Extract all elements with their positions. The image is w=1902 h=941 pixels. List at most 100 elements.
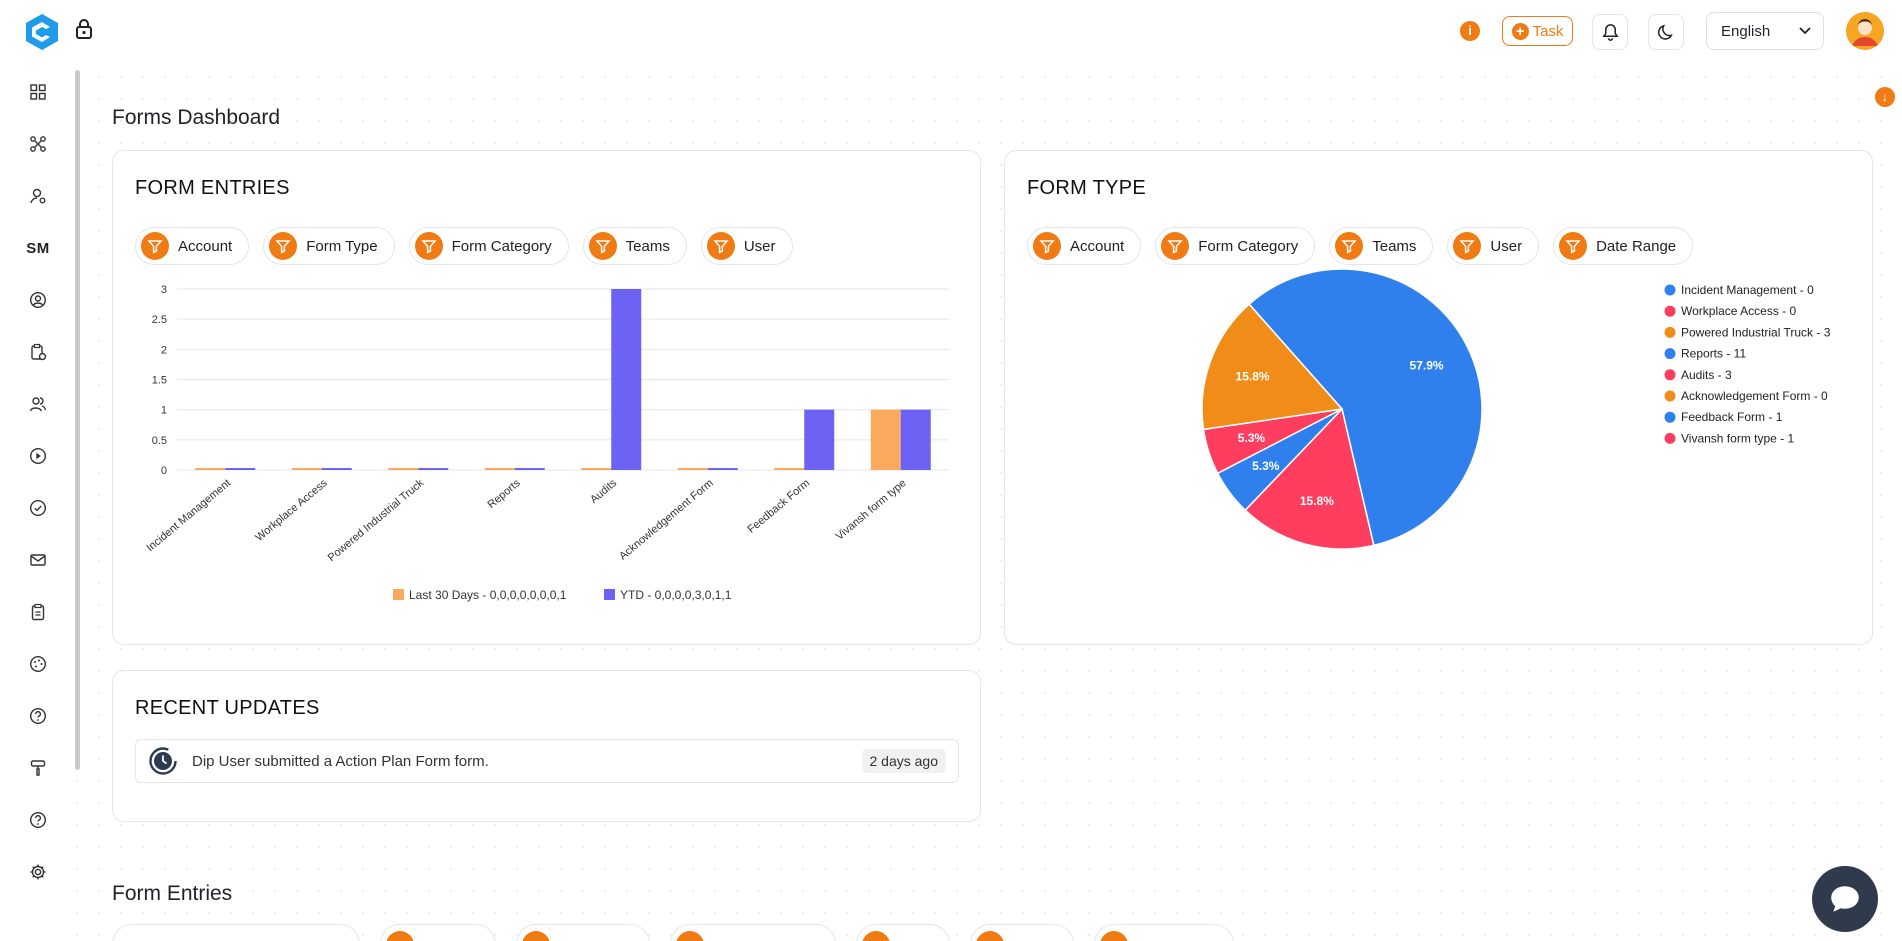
bar [388,468,419,470]
bar [321,468,352,470]
filter-icon [976,931,1004,941]
sidebar-item-clipboard[interactable] [24,598,52,626]
sidebar-item-media[interactable] [24,442,52,470]
filter-icon [522,931,550,941]
filter-label: User [1490,237,1523,255]
pie-data-label: 5.3% [1238,431,1266,445]
filter-icon [1335,232,1364,260]
filter-teams[interactable]: Teams [582,227,687,265]
x-tick-label: Reports [485,477,523,511]
chevron-down-icon [1799,27,1811,35]
sidebar-item-profile[interactable] [24,286,52,314]
filter-form-category[interactable]: Form Category [1155,227,1316,265]
filter-icon [386,931,414,941]
app-logo[interactable] [22,12,62,52]
filter-icon [1559,232,1588,260]
theme-toggle-button[interactable] [1648,14,1684,50]
filter-account[interactable]: Account [135,227,250,265]
bar [514,468,545,470]
bar [611,289,642,470]
filter-label: Account [1070,237,1125,255]
add-task-button[interactable]: + Task [1502,16,1573,46]
pie-data-label: 57.9% [1410,358,1444,372]
y-tick-label: 2.5 [152,314,167,326]
sidebar-item-help[interactable] [24,702,52,730]
filter-icon [414,232,443,260]
notifications-button[interactable] [1592,14,1628,50]
palette-icon [29,655,47,673]
sidebar-item-sm[interactable]: SM [24,234,52,262]
bar [804,409,835,470]
avatar[interactable] [1846,12,1884,50]
legend-swatch [393,589,404,600]
legend-swatch [1664,284,1676,296]
filter-user[interactable]: User [700,227,793,265]
sidebar-scrollbar[interactable] [75,70,80,770]
check-icon [29,499,47,517]
bottom-filter-form-type[interactable] [516,924,650,941]
sidebar-item-users[interactable] [24,390,52,418]
bar [774,468,805,470]
filter-icon [676,931,704,941]
pie-data-label: 5.3% [1252,459,1280,473]
legend-swatch [1664,411,1676,423]
legend-label: Vivansh form type - 1 [1681,431,1794,445]
bell-icon [1601,23,1619,41]
settings-icon [30,864,46,880]
x-tick-label: Acknowledgement Form [617,477,716,562]
bar [195,468,226,470]
sidebar-item-forms-time[interactable] [24,338,52,366]
sidebar-item-user[interactable] [24,182,52,210]
language-select[interactable]: English [1706,12,1824,50]
bottom-filter-form-category[interactable] [670,924,836,941]
form-entries-card: FORM ENTRIES Account Form Type Form Cate… [112,150,981,645]
bottom-filter-user[interactable] [856,924,950,941]
pie-slice [1201,303,1344,431]
lock-icon[interactable] [74,18,94,40]
filter-icon [588,232,617,260]
legend-swatch [1664,390,1676,402]
filter-label: Account [178,237,233,255]
form-type-pie-chart: 57.9% 15.8% 5.3% 5.3% 15.8% Incident Manageme… [1201,268,1831,550]
legend-swatch [604,589,615,600]
scroll-down-icon[interactable]: ↓ [1875,87,1895,107]
bottom-filter-account[interactable] [380,924,496,941]
update-item[interactable]: Dip User submitted a Action Plan Form fo… [135,739,959,783]
sidebar-item-dashboard[interactable] [24,78,52,106]
filter-icon [269,232,298,260]
clipboard-icon [31,603,45,621]
filter-teams[interactable]: Teams [1329,227,1434,265]
sidebar-item-palette[interactable] [24,650,52,678]
sidebar-item-mail[interactable] [24,546,52,574]
sidebar-item-paint[interactable] [24,754,52,782]
y-tick-label: 2 [161,344,167,356]
form-type-title: FORM TYPE [1027,177,1147,199]
clock-icon [149,747,177,775]
legend-label: Feedback Form - 1 [1681,410,1783,424]
legend-swatch [1664,369,1676,381]
filter-form-category[interactable]: Form Category [408,227,569,265]
sidebar-item-tasks[interactable] [24,494,52,522]
filter-account[interactable]: Account [1027,227,1142,265]
language-value: English [1721,22,1771,40]
bottom-filter-date-range[interactable] [1094,924,1234,941]
filter-date-range[interactable]: Date Range [1553,227,1694,265]
update-text: Dip User submitted a Action Plan Form fo… [192,752,489,770]
info-icon[interactable]: i [1460,21,1480,41]
filter-label: Form Category [451,237,552,255]
search-input[interactable] [112,924,360,941]
sidebar-item-connections[interactable] [24,130,52,158]
bottom-filter-teams[interactable] [970,924,1074,941]
chat-button[interactable] [1812,866,1878,932]
legend-label: Reports - 11 [1681,347,1746,361]
filter-form-type[interactable]: Form Type [263,227,395,265]
plus-icon: + [1511,22,1529,40]
filter-label: Teams [625,237,670,255]
moon-icon [1657,24,1673,40]
x-tick-label: Powered Industrial Truck [326,477,427,564]
sidebar-item-help-2[interactable] [24,806,52,834]
filter-user[interactable]: User [1447,227,1540,265]
sidebar-item-settings[interactable] [24,858,52,886]
filter-icon [1453,232,1482,260]
pie-slice [1248,268,1483,547]
